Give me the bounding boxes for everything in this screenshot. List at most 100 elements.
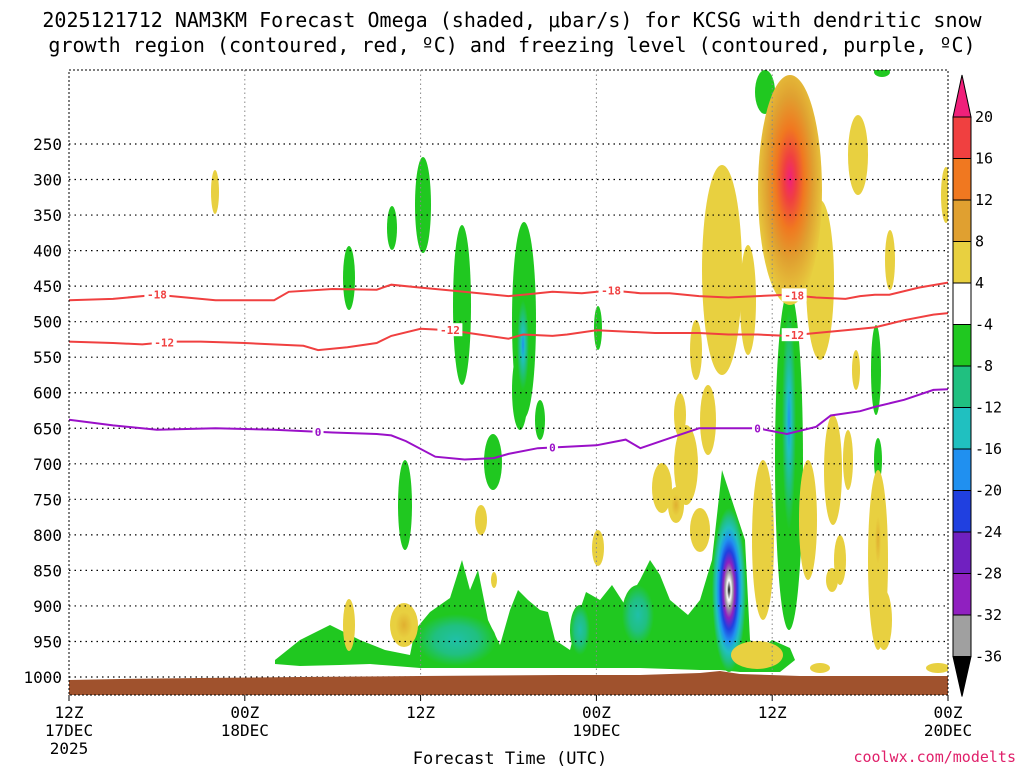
colorbar-segment (952, 407, 972, 450)
descent-region (824, 415, 842, 525)
contour-label-bg (781, 328, 807, 342)
x-axis-label: Forecast Time (UTC) (413, 749, 607, 768)
y-tick-label: 450 (33, 277, 62, 296)
colorbar-segment (952, 282, 972, 325)
y-tick-label: 950 (33, 632, 62, 651)
y-tick-label: 850 (33, 561, 62, 580)
contour-label: 0 (754, 422, 761, 435)
descent-core (668, 487, 684, 523)
contour-line (69, 281, 948, 302)
colorbar-top-arrow (952, 74, 972, 118)
contour-label: 0 (549, 441, 556, 454)
colorbar-label: 16 (975, 150, 993, 168)
colorbar-segment (952, 614, 972, 657)
ascent-core (517, 300, 529, 390)
x-tick-date-label: 20DEC (924, 721, 972, 740)
descent-region (652, 463, 672, 513)
y-tick-label: 1000 (23, 668, 62, 687)
descent-region (885, 230, 895, 290)
descent-core (873, 500, 883, 580)
x-tick-year-label: 2025 (50, 739, 89, 758)
ascent-region (275, 470, 795, 672)
descent-region (343, 599, 355, 651)
contour-label: 0 (315, 426, 322, 439)
descent-region (211, 170, 219, 214)
colorbar-label: -16 (975, 440, 1002, 458)
contour-line (69, 312, 948, 352)
colorbar-label: 12 (975, 191, 993, 209)
chart-title-line-1: 2025121712 NAM3KM Forecast Omega (shaded… (42, 8, 982, 32)
ascent-core (782, 310, 796, 530)
contour-label: -12 (154, 336, 174, 349)
y-tick-label: 750 (33, 490, 62, 509)
ascent-region (594, 306, 602, 350)
credit-text: coolwx.com/modelts (853, 748, 1016, 766)
descent-core (758, 75, 822, 305)
colorbar-segment (952, 531, 972, 574)
terrain-fill (69, 671, 948, 695)
y-tick-label: 700 (33, 455, 62, 474)
x-tick-date-label: 18DEC (221, 721, 269, 740)
contour-label: -12 (784, 329, 804, 342)
ascent-region (415, 157, 431, 253)
descent-region (700, 385, 716, 455)
descent-region (690, 508, 710, 552)
colorbar: 20 16 12 8 4 -4 -8 -12 -16 -20 -24 -28 -32 -36 (952, 74, 1002, 697)
descent-region (799, 460, 817, 580)
descent-region (848, 115, 868, 195)
colorbar-segment (952, 199, 972, 242)
descent-region (702, 165, 742, 375)
colorbar-bottom-arrow (952, 656, 972, 697)
colorbar-segment (952, 241, 972, 284)
descent-region (491, 572, 497, 588)
colorbar-label: -12 (975, 399, 1002, 417)
colorbar-label: -36 (975, 648, 1002, 666)
colorbar-label: -4 (975, 316, 993, 334)
omega-stronger-ascent (416, 300, 796, 672)
x-tick-label: 12Z (758, 703, 787, 722)
descent-region (826, 568, 838, 592)
contour-label-bg (752, 421, 764, 435)
descent-region (752, 460, 774, 620)
ascent-core (622, 585, 654, 645)
contour-label-bg (546, 440, 558, 454)
omega-descent-shading (211, 75, 948, 673)
contour-label-bg (437, 323, 463, 337)
x-tick-label: 00Z (582, 703, 611, 722)
descent-region (926, 663, 948, 673)
y-tick-label: 600 (33, 384, 62, 403)
contour-label-bg (312, 424, 324, 438)
descent-region (390, 603, 418, 647)
descent-region (941, 167, 948, 223)
y-axis: 250 300 350 400 450 500 550 600 650 700 750 800 850 9… (23, 135, 62, 687)
ascent-core (712, 508, 746, 672)
y-tick-label: 400 (33, 242, 62, 261)
ascent-core (570, 605, 590, 655)
descent-region (852, 350, 860, 390)
y-tick-label: 550 (33, 348, 62, 367)
colorbar-segment (952, 448, 972, 491)
colorbar-segment (952, 573, 972, 616)
descent-region (475, 505, 487, 535)
contour-label-bg (598, 283, 624, 297)
contour-label: -18 (784, 289, 804, 302)
temperature-contours: -18 -18 -18 -12 -12 -12 0 0 0 (69, 281, 948, 461)
colorbar-label: -32 (975, 606, 1002, 624)
y-tick-label: 900 (33, 597, 62, 616)
descent-region (834, 535, 846, 585)
ascent-region (484, 434, 502, 490)
ascent-region (398, 460, 412, 550)
ascent-region (874, 70, 890, 77)
descent-region (674, 425, 698, 505)
x-tick-date-label: 17DEC (45, 721, 93, 740)
colorbar-segment (952, 490, 972, 533)
contour-label-bg (151, 335, 177, 349)
y-tick-label: 800 (33, 526, 62, 545)
colorbar-segment (952, 365, 972, 408)
descent-region (740, 245, 756, 355)
descent-region (592, 530, 604, 566)
colorbar-label: 4 (975, 274, 984, 292)
x-tick-label: 12Z (55, 703, 84, 722)
